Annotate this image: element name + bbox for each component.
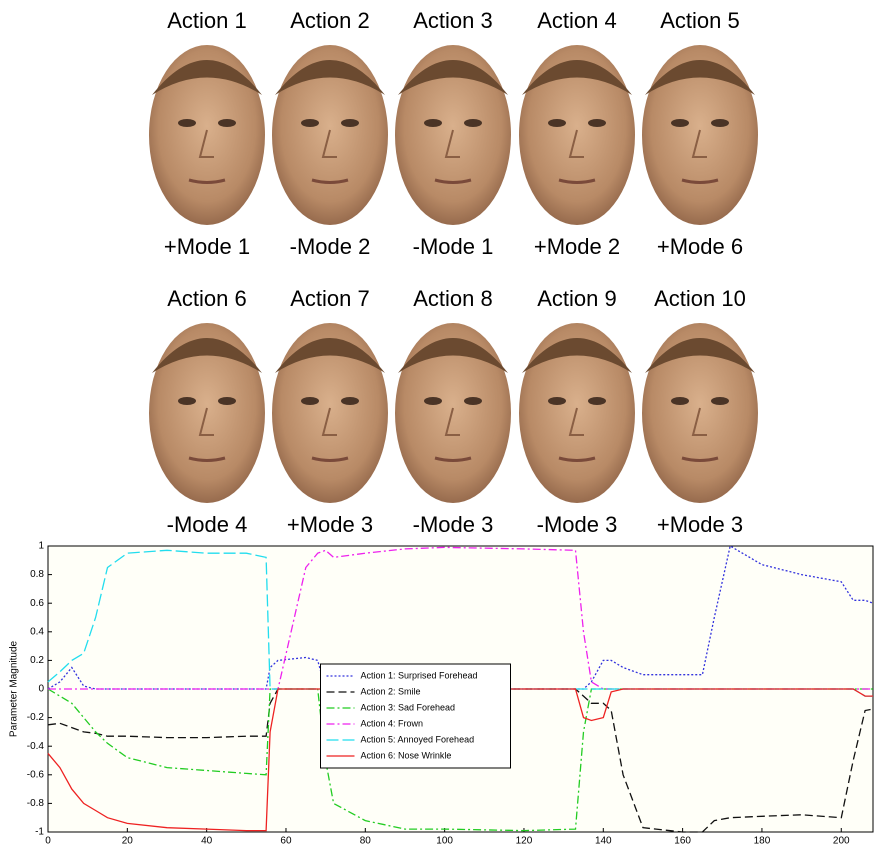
eye <box>178 119 196 127</box>
y-tick-label: 0.6 <box>30 598 44 609</box>
eye <box>424 119 442 127</box>
x-tick-label: 40 <box>201 836 213 846</box>
x-tick-label: 200 <box>833 836 850 846</box>
figure: Action 1 +Mode 1 Action 2 -Mode 2 Action 3 -M… <box>0 0 876 846</box>
mode-label: +Mode 1 <box>164 234 250 259</box>
y-tick-label: -0.2 <box>27 712 45 723</box>
mode-label: -Mode 1 <box>413 234 494 259</box>
eye <box>464 397 482 405</box>
eye <box>178 397 196 405</box>
mode-label: -Mode 4 <box>167 512 248 537</box>
action-label: Action 8 <box>413 286 493 311</box>
face-image <box>519 323 635 503</box>
x-tick-label: 180 <box>754 836 771 846</box>
face-image <box>642 45 758 225</box>
legend-label: Action 3: Sad Forehead <box>361 702 456 712</box>
y-tick-label: 0 <box>38 684 44 695</box>
eye <box>548 119 566 127</box>
eye <box>711 119 729 127</box>
legend-label: Action 5: Annoyed Forehead <box>361 734 475 744</box>
y-tick-label: 0.2 <box>30 655 44 666</box>
action-label: Action 7 <box>290 286 370 311</box>
legend-label: Action 4: Frown <box>361 718 424 728</box>
x-tick-label: 80 <box>360 836 372 846</box>
y-tick-label: -0.4 <box>27 741 45 752</box>
x-tick-label: 60 <box>280 836 292 846</box>
y-tick-label: 0.8 <box>30 569 44 580</box>
action-label: Action 1 <box>167 8 247 33</box>
mode-label: +Mode 3 <box>657 512 743 537</box>
mode-label: +Mode 2 <box>534 234 620 259</box>
legend-label: Action 6: Nose Wrinkle <box>361 750 452 760</box>
action-label: Action 6 <box>167 286 247 311</box>
action-label: Action 3 <box>413 8 493 33</box>
x-tick-label: 120 <box>516 836 533 846</box>
face-image <box>272 45 388 225</box>
eye <box>424 397 442 405</box>
eye <box>301 119 319 127</box>
eye <box>588 119 606 127</box>
x-tick-label: 20 <box>122 836 134 846</box>
mode-label: +Mode 6 <box>657 234 743 259</box>
face-image <box>519 45 635 225</box>
legend-label: Action 1: Surprised Forehead <box>361 670 478 680</box>
mode-label: -Mode 3 <box>537 512 618 537</box>
eye <box>218 397 236 405</box>
y-tick-label: 0.4 <box>30 626 44 637</box>
y-tick-label: -0.8 <box>27 798 45 809</box>
action-label: Action 4 <box>537 8 617 33</box>
face-image <box>395 45 511 225</box>
eye <box>218 119 236 127</box>
eye <box>671 119 689 127</box>
action-label: Action 10 <box>654 286 746 311</box>
x-tick-label: 100 <box>436 836 453 846</box>
eye <box>548 397 566 405</box>
face-image <box>149 323 265 503</box>
action-label: Action 9 <box>537 286 617 311</box>
eye <box>464 119 482 127</box>
x-tick-label: 160 <box>674 836 691 846</box>
face-image <box>642 323 758 503</box>
eye <box>301 397 319 405</box>
y-axis-label: Parameter Magnitude <box>9 640 20 737</box>
y-tick-label: -0.6 <box>27 769 45 780</box>
face-image <box>149 45 265 225</box>
mode-label: -Mode 2 <box>290 234 371 259</box>
x-tick-label: 140 <box>595 836 612 846</box>
eye <box>588 397 606 405</box>
eye <box>711 397 729 405</box>
face-image <box>395 323 511 503</box>
legend-label: Action 2: Smile <box>361 686 421 696</box>
action-label: Action 5 <box>660 8 740 33</box>
eye <box>671 397 689 405</box>
mode-label: -Mode 3 <box>413 512 494 537</box>
eye <box>341 119 359 127</box>
y-tick-label: 1 <box>38 541 44 552</box>
eye <box>341 397 359 405</box>
x-tick-label: 0 <box>45 836 51 846</box>
face-image <box>272 323 388 503</box>
y-tick-label: -1 <box>35 827 44 838</box>
mode-label: +Mode 3 <box>287 512 373 537</box>
action-label: Action 2 <box>290 8 370 33</box>
